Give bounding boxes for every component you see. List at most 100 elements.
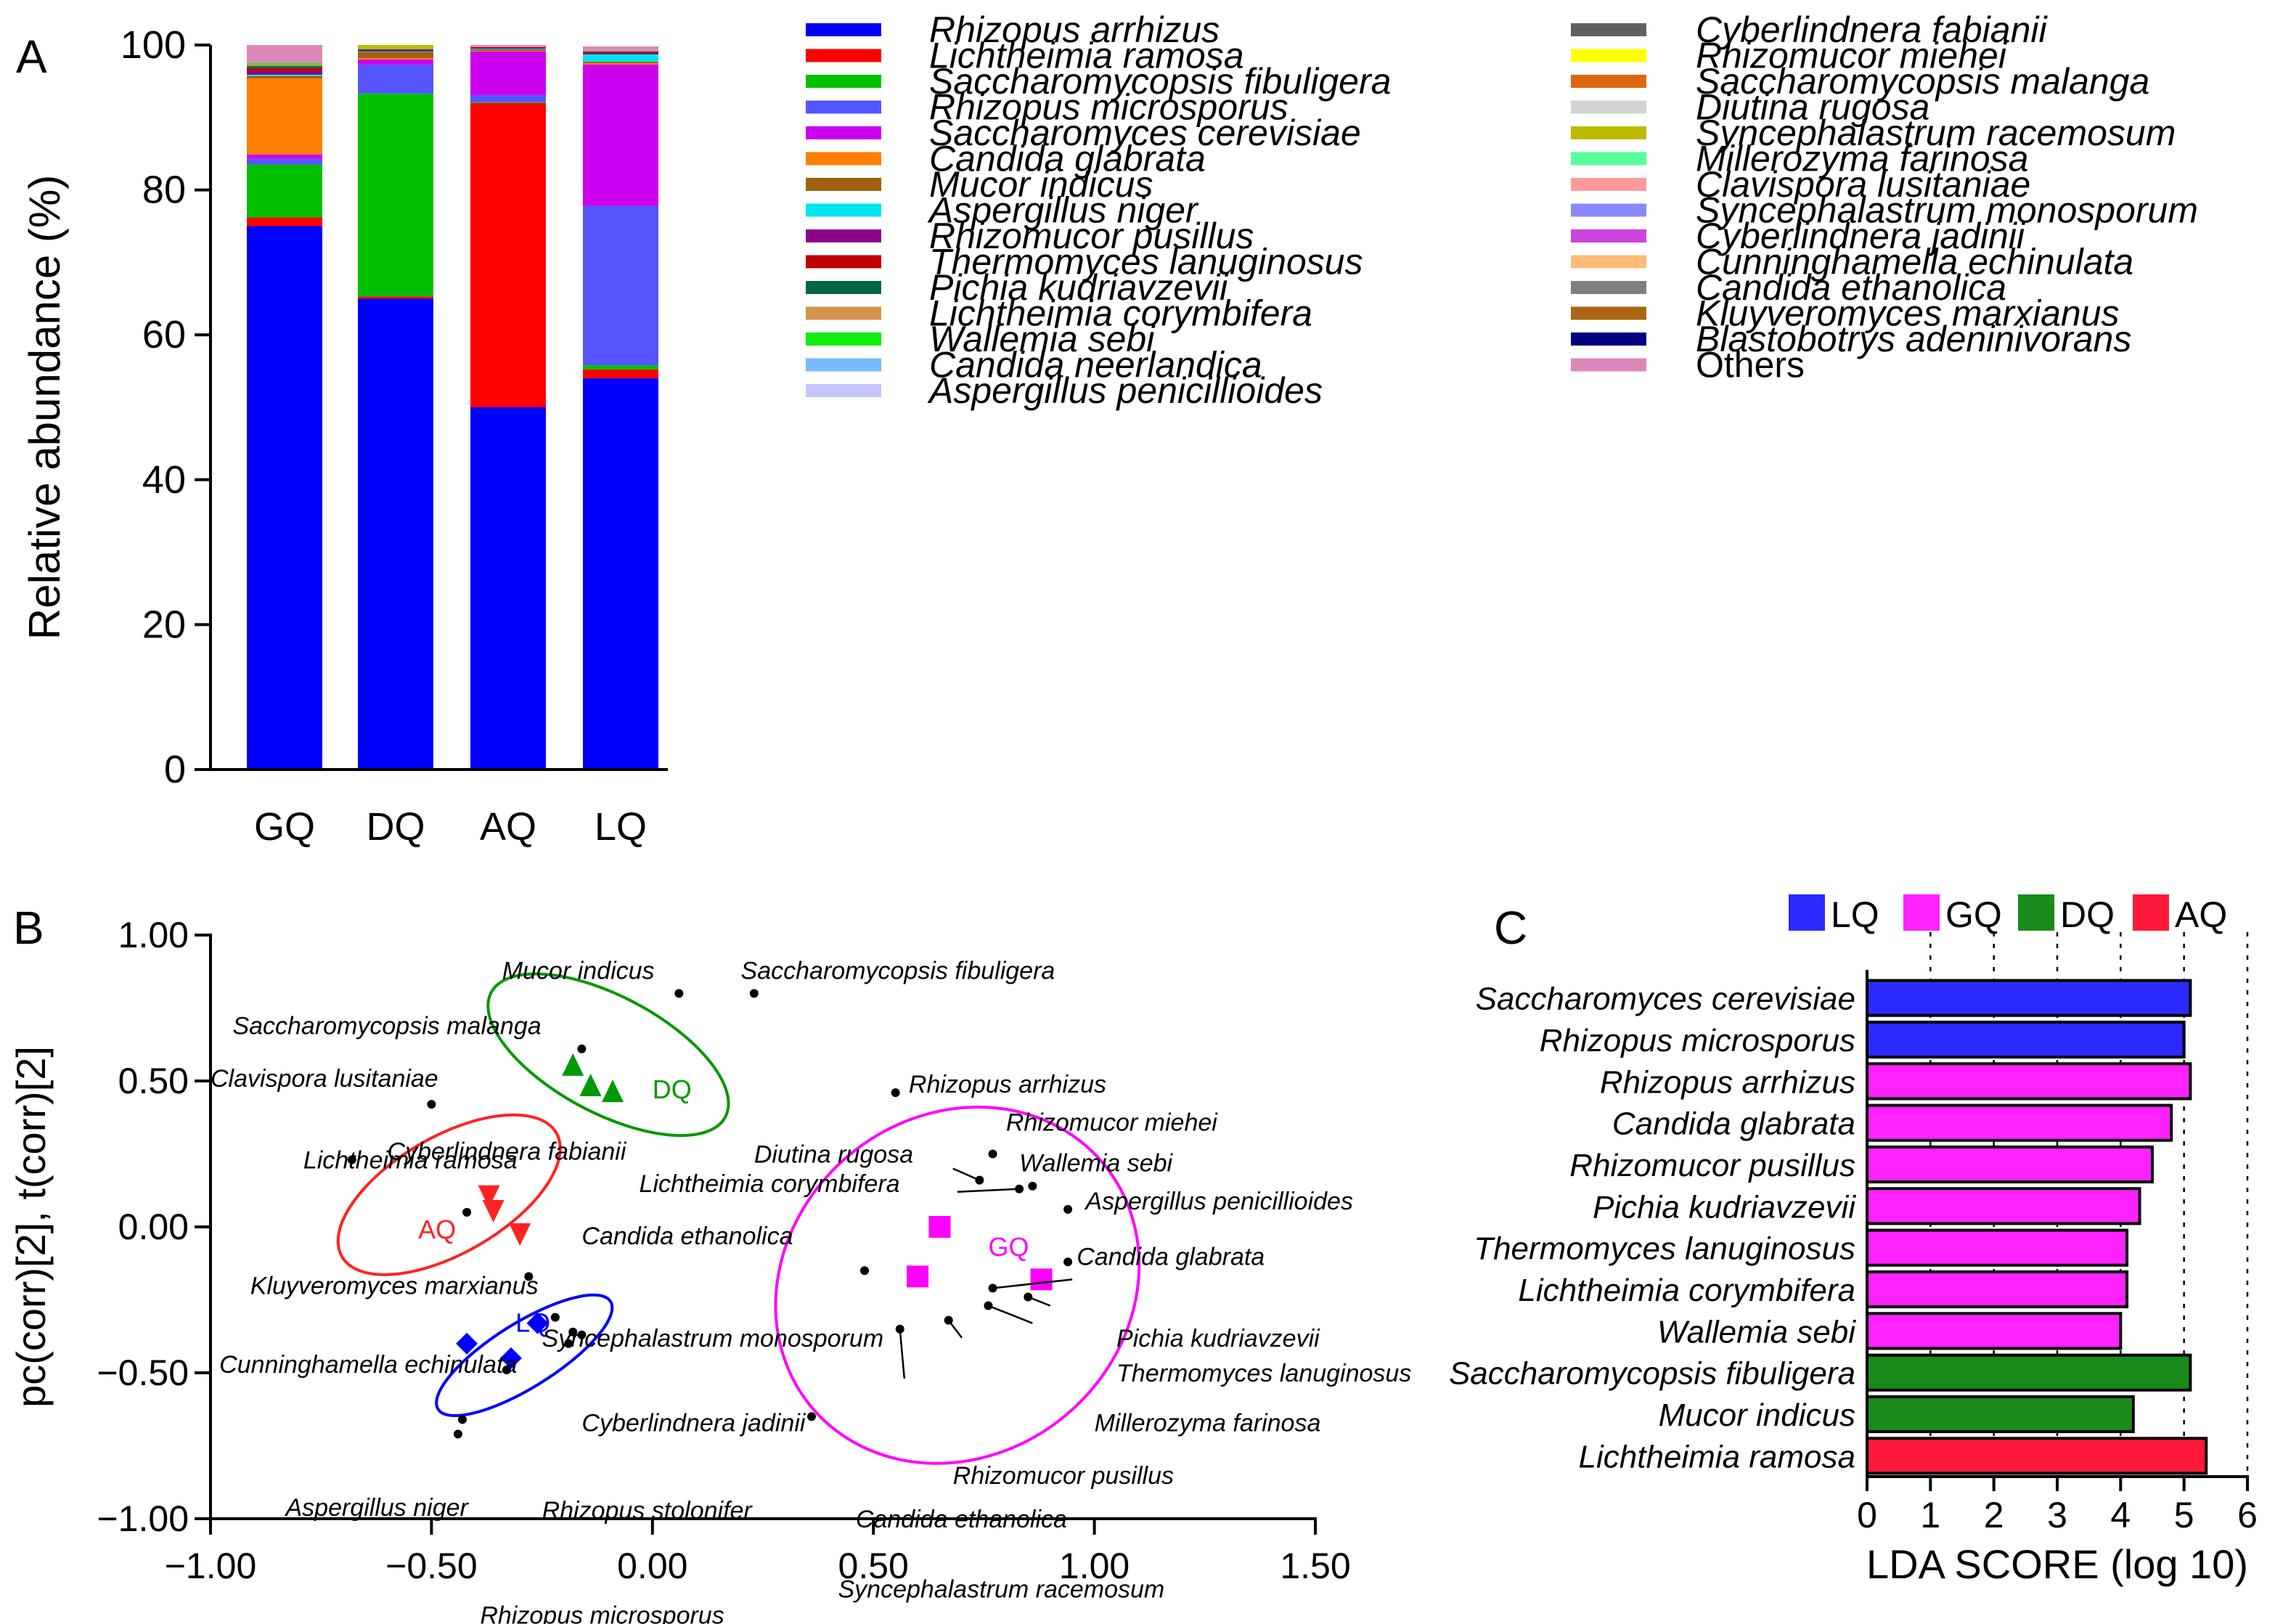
lda-label-pichia-kudriavzevii: Pichia kudriavzevii [1593,1189,1856,1225]
bar-segment-dq-pichia-kudriavzevii [358,49,433,50]
legend-swatch-aspergillus-penicillioides [806,384,881,397]
loading-label-saccharomycopsis-fibuligera-1: Saccharomycopsis fibuligera [741,957,1055,984]
legend-label-dq: DQ [2060,894,2115,935]
bar-segment-gq-saccharomyces-cerevisiae [247,154,322,159]
bar-segment-aq-rhizopus-arrhizus [470,407,546,770]
loading-point-rhizopus-stolonifer-11 [568,1327,578,1337]
legend-swatch-syncephalastrum-racemosum [1571,126,1646,139]
x-tick-label-1: 1 [1920,1495,1940,1535]
bar-segment-lq-saccharomycopsis-fibuligera [583,365,658,370]
x-tick-label-lq: LQ [595,805,647,849]
x-tick-label-gq: GQ [254,805,315,849]
loading-point-syncephalastrum-racemosum-27 [806,1412,816,1421]
legend-label-aq: AQ [2175,894,2227,935]
legend-swatch-others [1571,358,1646,372]
legend-swatch-candida-glabrata [806,152,881,166]
bar-segment-lq-mucor-indicus [583,61,658,63]
x-tick-label-0-50: 0.50 [838,1546,909,1586]
legend-swatch-rhizomucor-pusillus [806,229,881,242]
lda-label-thermomyces-lanuginosus: Thermomyces lanuginosus [1474,1231,1855,1267]
lda-bar-lichtheimia-corymbifera [1866,1270,2129,1309]
loading-point-cyberlindnera-jadinii-9 [564,1339,573,1348]
legend-swatch-aq [2133,894,2169,931]
marker-dq-1 [579,1074,602,1097]
legend-swatch-saccharomycopsis-fibuligera [806,75,881,88]
bar-segment-dq-candida-glabrata [358,57,433,60]
group-label-lq: LQ [515,1308,550,1338]
lda-label-mucor-indicus: Mucor indicus [1659,1397,1855,1433]
loading-label-aspergillus-niger-10: Aspergillus niger [284,1494,469,1522]
bar-segment-gq-lichtheimia-ramosa [247,217,322,227]
loading-label-millerozyma-farinosa-23: Millerozyma farinosa [1095,1409,1321,1437]
loading-point-lichtheimia-ramosa-5 [462,1207,472,1217]
lda-label-candida-glabrata: Candida glabrata [1612,1106,1855,1142]
legend-label-gq: GQ [1945,894,2002,935]
leader-line-3 [1027,1296,1051,1307]
group-label-gq: GQ [988,1232,1029,1262]
x-tick-label-1-00: 1.00 [1059,1546,1130,1586]
y-tick-label-0: 0 [164,748,186,791]
loading-label-pichia-kudriavzevii-21: Pichia kudriavzevii [1116,1325,1320,1352]
legend-label-wallemia-sebi: Wallemia sebi [929,319,1156,359]
bar-segment-aq-saccharomyces-cerevisiae [470,51,546,95]
legend-label-rhizopus-microsporus: Rhizopus microsporus [929,87,1288,128]
legend-swatch-blastobotrys-adeninivorans [1571,332,1646,346]
x-tick-label-0: 0 [1857,1495,1877,1535]
loading-point-kluyveromyces-marxianus-6 [524,1272,534,1281]
ellipse-gq [774,1106,1141,1465]
ellipse-aq [336,1113,562,1276]
ellipse-lq [435,1293,614,1418]
legend-swatch-candida-ethanolica [1571,281,1646,294]
legend-label-kluyveromyces-marxianus: Kluyveromyces marxianus [1696,293,2120,334]
legend-label-saccharomycopsis-malanga: Saccharomycopsis malanga [1696,61,2149,102]
legend-label-others: Others [1696,345,1805,385]
loading-point-rhizopus-microsporus-12 [458,1415,467,1424]
bar-segment-dq-syncephalastrum-racemosum [358,45,433,49]
y-tick-label-1-00: −1.00 [97,1498,189,1539]
x-tick-label-aq: AQ [480,805,536,849]
legend-label-blastobotrys-adeninivorans: Blastobotrys adeninivorans [1696,319,2131,359]
legend-swatch-rhizomucor-miehei [1571,49,1646,62]
x-tick-label-0-50: −0.50 [385,1546,478,1586]
leader-line-5 [947,1319,963,1339]
bar-segment-lq-others [583,46,658,51]
panel-c-letter: C [1494,902,1527,954]
y-tick-label-0-50: −0.50 [97,1352,189,1393]
y-tick-label-0-00: 0.00 [118,1207,189,1247]
loading-label-candida-glabrata-20: Candida glabrata [1077,1243,1265,1270]
marker-aq-0 [478,1185,500,1208]
x-tick-label-0-00: 0.00 [617,1546,687,1586]
bar-segment-dq-rhizopus-arrhizus [358,298,433,770]
lda-label-saccharomycopsis-fibuligera: Saccharomycopsis fibuligera [1449,1356,1855,1392]
loading-label-rhizopus-microsporus-12: Rhizopus microsporus [480,1602,724,1624]
loading-point-mucor-indicus-0 [674,989,684,998]
marker-dq-0 [562,1053,584,1076]
lda-label-lichtheimia-corymbifera: Lichtheimia corymbifera [1518,1273,1855,1308]
bar-segment-aq-saccharomycopsis-fibuligera [470,102,546,103]
loading-label-cunninghamella-echinulata-7: Cunninghamella echinulata [219,1351,517,1379]
legend-label-millerozyma-farinosa: Millerozyma farinosa [1696,139,2028,179]
panel-b-letter: B [13,902,44,954]
loading-point-cyberlindnera-fabianii-4 [347,1155,356,1164]
x-tick-label-6: 6 [2237,1495,2258,1535]
marker-gq-2 [1030,1268,1053,1291]
legend-swatch-aspergillus-niger [806,203,881,217]
bar-segment-gq-saccharomycopsis-fibuligera [247,164,322,218]
bar-segment-gq-thermomyces-lanuginosus [247,68,322,71]
bar-segment-dq-mucor-indicus [358,52,433,58]
loading-label-syncephalastrum-racemosum-27: Syncephalastrum racemosum [838,1576,1164,1604]
x-axis-title: LDA SCORE (log 10) [1866,1541,2248,1587]
legend-swatch-dq [2018,894,2054,931]
y-tick-label-100: 100 [121,23,186,67]
legend-label-cyberlindnera-fabianii: Cyberlindnera fabianii [1696,9,2049,50]
lda-label-wallemia-sebi: Wallemia sebi [1657,1314,1856,1350]
loading-label-cyberlindnera-fabianii-4: Cyberlindnera fabianii [388,1138,627,1166]
legend-swatch-gq [1903,894,1940,931]
loading-label-candida-ethanolica-25: Candida ethanolica [581,1223,793,1250]
lda-bar-lichtheimia-ramosa [1866,1437,2208,1475]
marker-lq-0 [456,1332,478,1355]
lda-bar-mucor-indicus [1866,1395,2135,1434]
lda-label-rhizopus-microsporus: Rhizopus microsporus [1540,1023,1855,1058]
bar-segment-lq-thermomyces-lanuginosus [583,52,658,53]
bar-segment-aq-candida-glabrata [470,50,546,52]
